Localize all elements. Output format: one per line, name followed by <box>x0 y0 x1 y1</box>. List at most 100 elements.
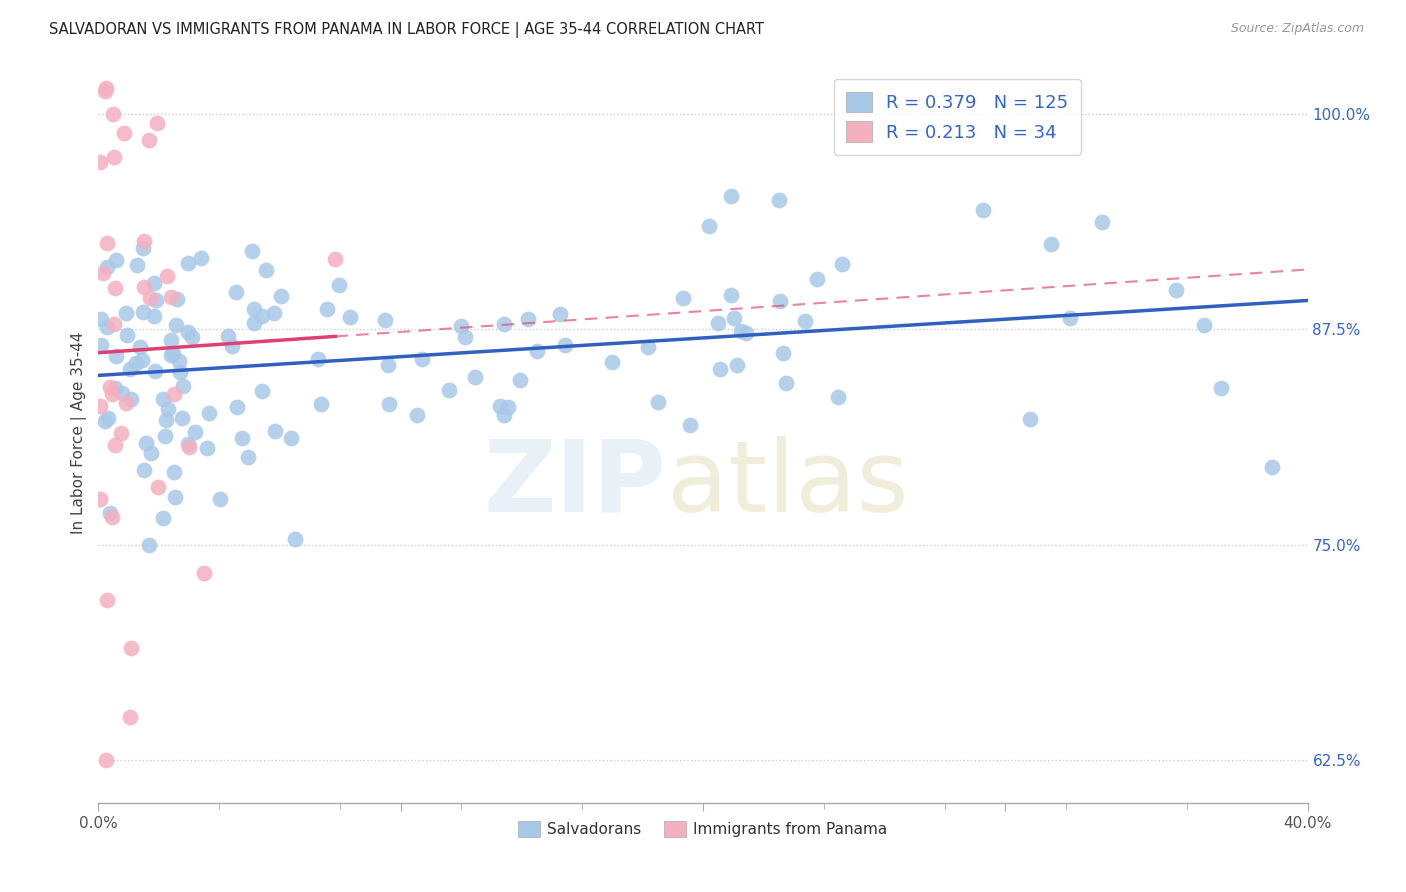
Point <box>315 302 337 317</box>
Point <box>90 338 112 352</box>
Point <box>89 399 111 413</box>
Point <box>517 312 540 326</box>
Point <box>226 400 249 414</box>
Point <box>94 81 117 95</box>
Point <box>198 406 221 420</box>
Point <box>254 262 277 277</box>
Point <box>101 107 124 121</box>
Point <box>492 317 515 331</box>
Point <box>177 437 200 451</box>
Point <box>231 431 253 445</box>
Point <box>325 252 347 266</box>
Point <box>264 424 287 438</box>
Point <box>548 307 571 321</box>
Point <box>138 537 160 551</box>
Point <box>720 188 742 202</box>
Point <box>725 358 748 372</box>
Point <box>450 318 472 333</box>
Point <box>98 380 121 394</box>
Point <box>153 429 176 443</box>
Point <box>600 355 623 369</box>
Point <box>125 356 148 370</box>
Point <box>250 384 273 398</box>
Point <box>735 326 758 341</box>
Point <box>177 441 200 455</box>
Point <box>730 324 752 338</box>
Point <box>195 441 218 455</box>
Point <box>411 351 433 366</box>
Point <box>707 316 730 330</box>
Point <box>250 310 273 324</box>
Point <box>90 311 112 326</box>
Point <box>225 285 247 299</box>
Point <box>263 305 285 319</box>
Point <box>243 316 266 330</box>
Point <box>526 344 548 359</box>
Point <box>378 397 401 411</box>
Point <box>143 309 166 323</box>
Point <box>405 408 427 422</box>
Point <box>162 346 184 360</box>
Point <box>143 364 166 378</box>
Point <box>110 425 132 440</box>
Point <box>98 506 121 520</box>
Point <box>104 438 127 452</box>
Point <box>94 414 117 428</box>
Point <box>699 219 721 233</box>
Point <box>377 358 399 372</box>
Point <box>156 269 179 284</box>
Text: Source: ZipAtlas.com: Source: ZipAtlas.com <box>1230 22 1364 36</box>
Point <box>181 330 204 344</box>
Point <box>177 325 200 339</box>
Point <box>163 386 186 401</box>
Point <box>1192 318 1215 333</box>
Point <box>94 84 117 98</box>
Point <box>112 126 135 140</box>
Point <box>145 116 167 130</box>
Point <box>209 491 232 506</box>
Point <box>374 313 396 327</box>
Point <box>1090 215 1112 229</box>
Point <box>672 291 695 305</box>
Point <box>172 378 194 392</box>
Point <box>1039 237 1062 252</box>
Point <box>89 154 111 169</box>
Point <box>155 413 177 427</box>
Point <box>104 281 127 295</box>
Point <box>163 490 186 504</box>
Point <box>284 532 307 546</box>
Point <box>831 257 853 271</box>
Point <box>169 365 191 379</box>
Point <box>96 236 118 251</box>
Point <box>114 396 136 410</box>
Point <box>132 234 155 248</box>
Point <box>132 463 155 477</box>
Point <box>193 566 215 580</box>
Text: atlas: atlas <box>666 436 908 533</box>
Point <box>1059 311 1081 326</box>
Point <box>104 349 127 363</box>
Point <box>489 399 512 413</box>
Point <box>145 293 167 308</box>
Point <box>97 410 120 425</box>
Point <box>100 387 122 401</box>
Point <box>1019 412 1042 426</box>
Point <box>167 354 190 368</box>
Point <box>270 289 292 303</box>
Point <box>96 260 118 275</box>
Y-axis label: In Labor Force | Age 35-44: In Labor Force | Age 35-44 <box>72 332 87 533</box>
Point <box>134 280 156 294</box>
Point <box>240 244 263 258</box>
Point <box>117 327 139 342</box>
Point <box>183 425 205 439</box>
Point <box>554 338 576 352</box>
Point <box>775 376 797 390</box>
Point <box>115 306 138 320</box>
Point <box>135 436 157 450</box>
Point <box>162 466 184 480</box>
Point <box>131 352 153 367</box>
Point <box>160 333 183 347</box>
Point <box>118 709 141 723</box>
Point <box>972 202 994 217</box>
Point <box>127 258 149 272</box>
